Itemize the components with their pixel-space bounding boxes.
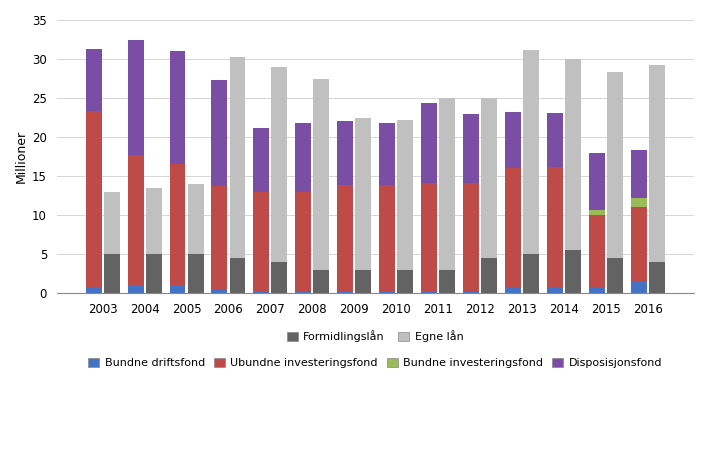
Bar [649, 262, 665, 293]
Bar [128, 286, 143, 293]
Bar [523, 254, 539, 293]
Bar [439, 98, 455, 270]
Y-axis label: Millioner: Millioner [15, 130, 28, 183]
Bar [421, 104, 437, 183]
Bar [169, 164, 185, 285]
Bar [379, 291, 395, 293]
Bar [505, 287, 521, 293]
Bar [589, 210, 605, 215]
Bar [229, 57, 245, 258]
Bar [337, 121, 353, 186]
Bar [296, 291, 311, 293]
Bar [463, 114, 479, 183]
Bar [271, 67, 288, 262]
Bar [589, 215, 605, 287]
Bar [421, 291, 437, 293]
Bar [169, 285, 185, 293]
Bar [463, 183, 479, 291]
Bar [104, 192, 120, 254]
Bar [337, 186, 353, 291]
Bar [253, 291, 270, 293]
Bar [463, 291, 479, 293]
Bar [314, 79, 329, 270]
Bar [631, 198, 647, 207]
Bar [211, 80, 227, 186]
Bar [439, 270, 455, 293]
Bar [169, 51, 185, 164]
Bar [631, 150, 647, 198]
Bar [481, 98, 497, 258]
Bar [421, 183, 437, 291]
Bar [253, 128, 270, 192]
Bar [253, 192, 270, 291]
Bar [397, 120, 413, 270]
Bar [128, 155, 143, 286]
Bar [128, 40, 143, 155]
Bar [565, 250, 581, 293]
Bar [607, 72, 623, 258]
Bar [211, 186, 227, 289]
Bar [296, 192, 311, 291]
Bar [211, 289, 227, 293]
Legend: Bundne driftsfond, Ubundne investeringsfond, Bundne investeringsfond, Disposisjo: Bundne driftsfond, Ubundne investeringsf… [84, 353, 667, 372]
Bar [86, 111, 102, 287]
Bar [229, 258, 245, 293]
Bar [271, 262, 288, 293]
Bar [397, 270, 413, 293]
Bar [481, 258, 497, 293]
Bar [589, 287, 605, 293]
Bar [649, 65, 665, 262]
Bar [337, 291, 353, 293]
Bar [589, 153, 605, 210]
Bar [355, 270, 371, 293]
Bar [146, 254, 162, 293]
Bar [187, 254, 203, 293]
Bar [523, 50, 539, 254]
Bar [187, 184, 203, 254]
Bar [565, 59, 581, 250]
Bar [104, 254, 120, 293]
Bar [505, 112, 521, 168]
Bar [547, 113, 563, 167]
Bar [146, 188, 162, 254]
Bar [547, 167, 563, 288]
Bar [379, 186, 395, 291]
Bar [607, 258, 623, 293]
Bar [547, 288, 563, 293]
Bar [314, 270, 329, 293]
Bar [86, 287, 102, 293]
Bar [86, 49, 102, 111]
Bar [631, 207, 647, 281]
Bar [631, 281, 647, 293]
Bar [505, 168, 521, 287]
Bar [379, 123, 395, 186]
Bar [296, 123, 311, 192]
Bar [355, 118, 371, 270]
